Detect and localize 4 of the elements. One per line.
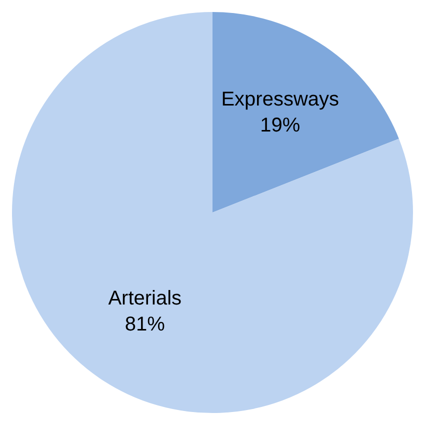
data-label: 19% — [260, 114, 300, 137]
slice-label: Arterials — [108, 288, 182, 310]
data-label: 81% — [124, 314, 166, 336]
slice-label: Expressways — [221, 88, 340, 111]
